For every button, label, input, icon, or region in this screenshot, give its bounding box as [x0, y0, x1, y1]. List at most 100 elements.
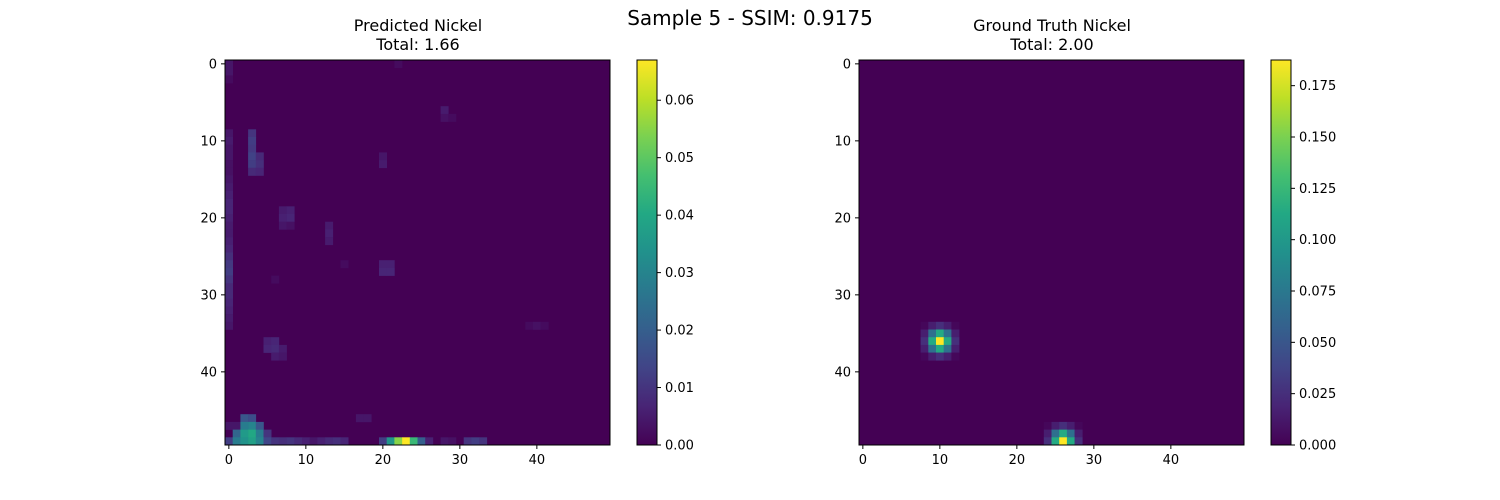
heatmap-cell — [248, 137, 257, 145]
axes-frame — [224, 59, 611, 446]
heatmap-cell — [340, 437, 349, 446]
heatmap-cell — [936, 329, 944, 338]
heatmap-cell — [248, 414, 257, 423]
heatmap-cell — [1074, 429, 1083, 438]
heatmap-cell — [225, 160, 233, 169]
heatmap-cell — [355, 414, 364, 423]
heatmap-cell — [425, 437, 434, 446]
heatmap-cell — [943, 321, 952, 330]
heatmap-cell — [1051, 437, 1060, 446]
heatmap-cell — [248, 152, 257, 161]
panel-ground-truth: Ground Truth Nickel Total: 2.00 0 10 20 30 4… — [834, 16, 1336, 468]
heatmap-cell — [1066, 437, 1075, 446]
y-tick-label: 20 — [200, 211, 217, 226]
heatmap-cell — [951, 321, 960, 330]
heatmap-cell — [271, 437, 280, 446]
colorbar-predicted: 0.00 0.01 0.02 0.03 0.04 0.05 0.06 — [636, 59, 694, 454]
heatmap-cell — [278, 214, 287, 222]
heatmap-cell — [240, 414, 249, 423]
heatmap-cell — [294, 437, 303, 446]
heatmap-cell — [225, 306, 233, 315]
heatmap-cell — [278, 221, 287, 230]
heatmap-cell — [379, 437, 387, 446]
heatmap-cell — [920, 329, 929, 338]
heatmap-ground-truth: 0 10 20 30 40 0 10 20 30 40 — [834, 57, 1245, 468]
heatmap-cell — [936, 352, 944, 361]
heatmap-cell — [928, 337, 937, 346]
heatmap-cell — [920, 337, 929, 346]
colorbar-tick-label: 0.150 — [1299, 131, 1336, 146]
heatmap-cell — [248, 429, 257, 438]
colorbar-tick-label: 0.000 — [1299, 439, 1336, 454]
colorbar-tick-label: 0.00 — [665, 439, 694, 454]
heatmap-cell — [309, 437, 318, 446]
y-tick-label: 10 — [834, 134, 851, 149]
heatmap-cell — [248, 421, 257, 430]
heatmap-predicted: 0 10 20 30 40 0 10 20 30 40 — [200, 57, 611, 468]
heatmap-cell — [386, 267, 395, 276]
heatmap-cell — [225, 252, 233, 261]
colorbar-tick-label: 0.03 — [665, 266, 694, 281]
x-tick-label: 30 — [1086, 453, 1103, 468]
colorbar-tick-label: 0.125 — [1299, 182, 1336, 197]
x-tick-label: 20 — [1009, 453, 1026, 468]
heatmap-cell — [394, 60, 403, 68]
heatmap-cell — [225, 214, 233, 222]
heatmap-cell — [1043, 429, 1052, 438]
heatmap-cell — [409, 437, 418, 446]
heatmap-cell — [225, 437, 233, 446]
heatmap-cell — [332, 437, 341, 446]
heatmap-cell — [394, 437, 403, 446]
heatmap-cell — [325, 221, 334, 230]
panel-title: Predicted Nickel — [354, 16, 482, 35]
heatmap-cell — [340, 260, 349, 269]
panel-predicted: Predicted Nickel Total: 1.66 0 10 20 30 40 0 1… — [200, 16, 694, 468]
colorbar-tick-label: 0.06 — [665, 94, 694, 109]
heatmap-cell — [920, 344, 929, 353]
heatmap-cell — [943, 337, 952, 346]
heatmap-cell — [248, 437, 257, 446]
heatmap-cell — [225, 206, 233, 215]
heatmap-cell — [271, 337, 280, 346]
heatmap-cell — [240, 437, 249, 446]
heatmap-cell — [1074, 437, 1083, 446]
heatmap-cell — [225, 167, 233, 176]
heatmap-cell — [278, 344, 287, 353]
heatmap-background — [225, 60, 610, 445]
heatmap-cell — [951, 344, 960, 353]
heatmap-cell — [936, 344, 944, 353]
heatmap-cell — [325, 437, 334, 446]
heatmap-cell — [1066, 421, 1075, 430]
heatmap-cell — [1059, 429, 1068, 438]
heatmap-cell — [936, 337, 944, 346]
heatmap-cell — [225, 144, 233, 153]
heatmap-cell — [263, 344, 272, 353]
heatmap-cell — [278, 206, 287, 215]
heatmap-cell — [951, 337, 960, 346]
colorbar-tick-label: 0.05 — [665, 151, 694, 166]
heatmap-cell — [240, 429, 249, 438]
heatmap-cell — [225, 267, 233, 276]
heatmap-cell — [943, 329, 952, 338]
heatmap-cell — [255, 429, 264, 438]
heatmap-cell — [943, 352, 952, 361]
heatmap-cell — [232, 429, 241, 438]
y-tick-label: 40 — [200, 365, 217, 380]
heatmap-cell — [225, 198, 233, 207]
heatmap-cell — [225, 67, 233, 76]
panel-subtitle: Total: 1.66 — [375, 35, 459, 54]
y-tick-label: 10 — [200, 134, 217, 149]
heatmap-cell — [448, 113, 457, 122]
heatmap-cell — [225, 190, 233, 199]
x-tick-label: 30 — [452, 453, 469, 468]
colorbar-tick-label: 0.04 — [665, 209, 694, 224]
heatmap-cell — [248, 129, 257, 138]
heatmap-cell — [248, 160, 257, 169]
heatmap-cell — [248, 167, 257, 176]
colorbar-tick-label: 0.050 — [1299, 336, 1336, 351]
heatmap-cell — [286, 437, 295, 446]
heatmap-cell — [225, 291, 233, 299]
x-tick-label: 20 — [375, 453, 392, 468]
heatmap-cell — [232, 421, 241, 430]
